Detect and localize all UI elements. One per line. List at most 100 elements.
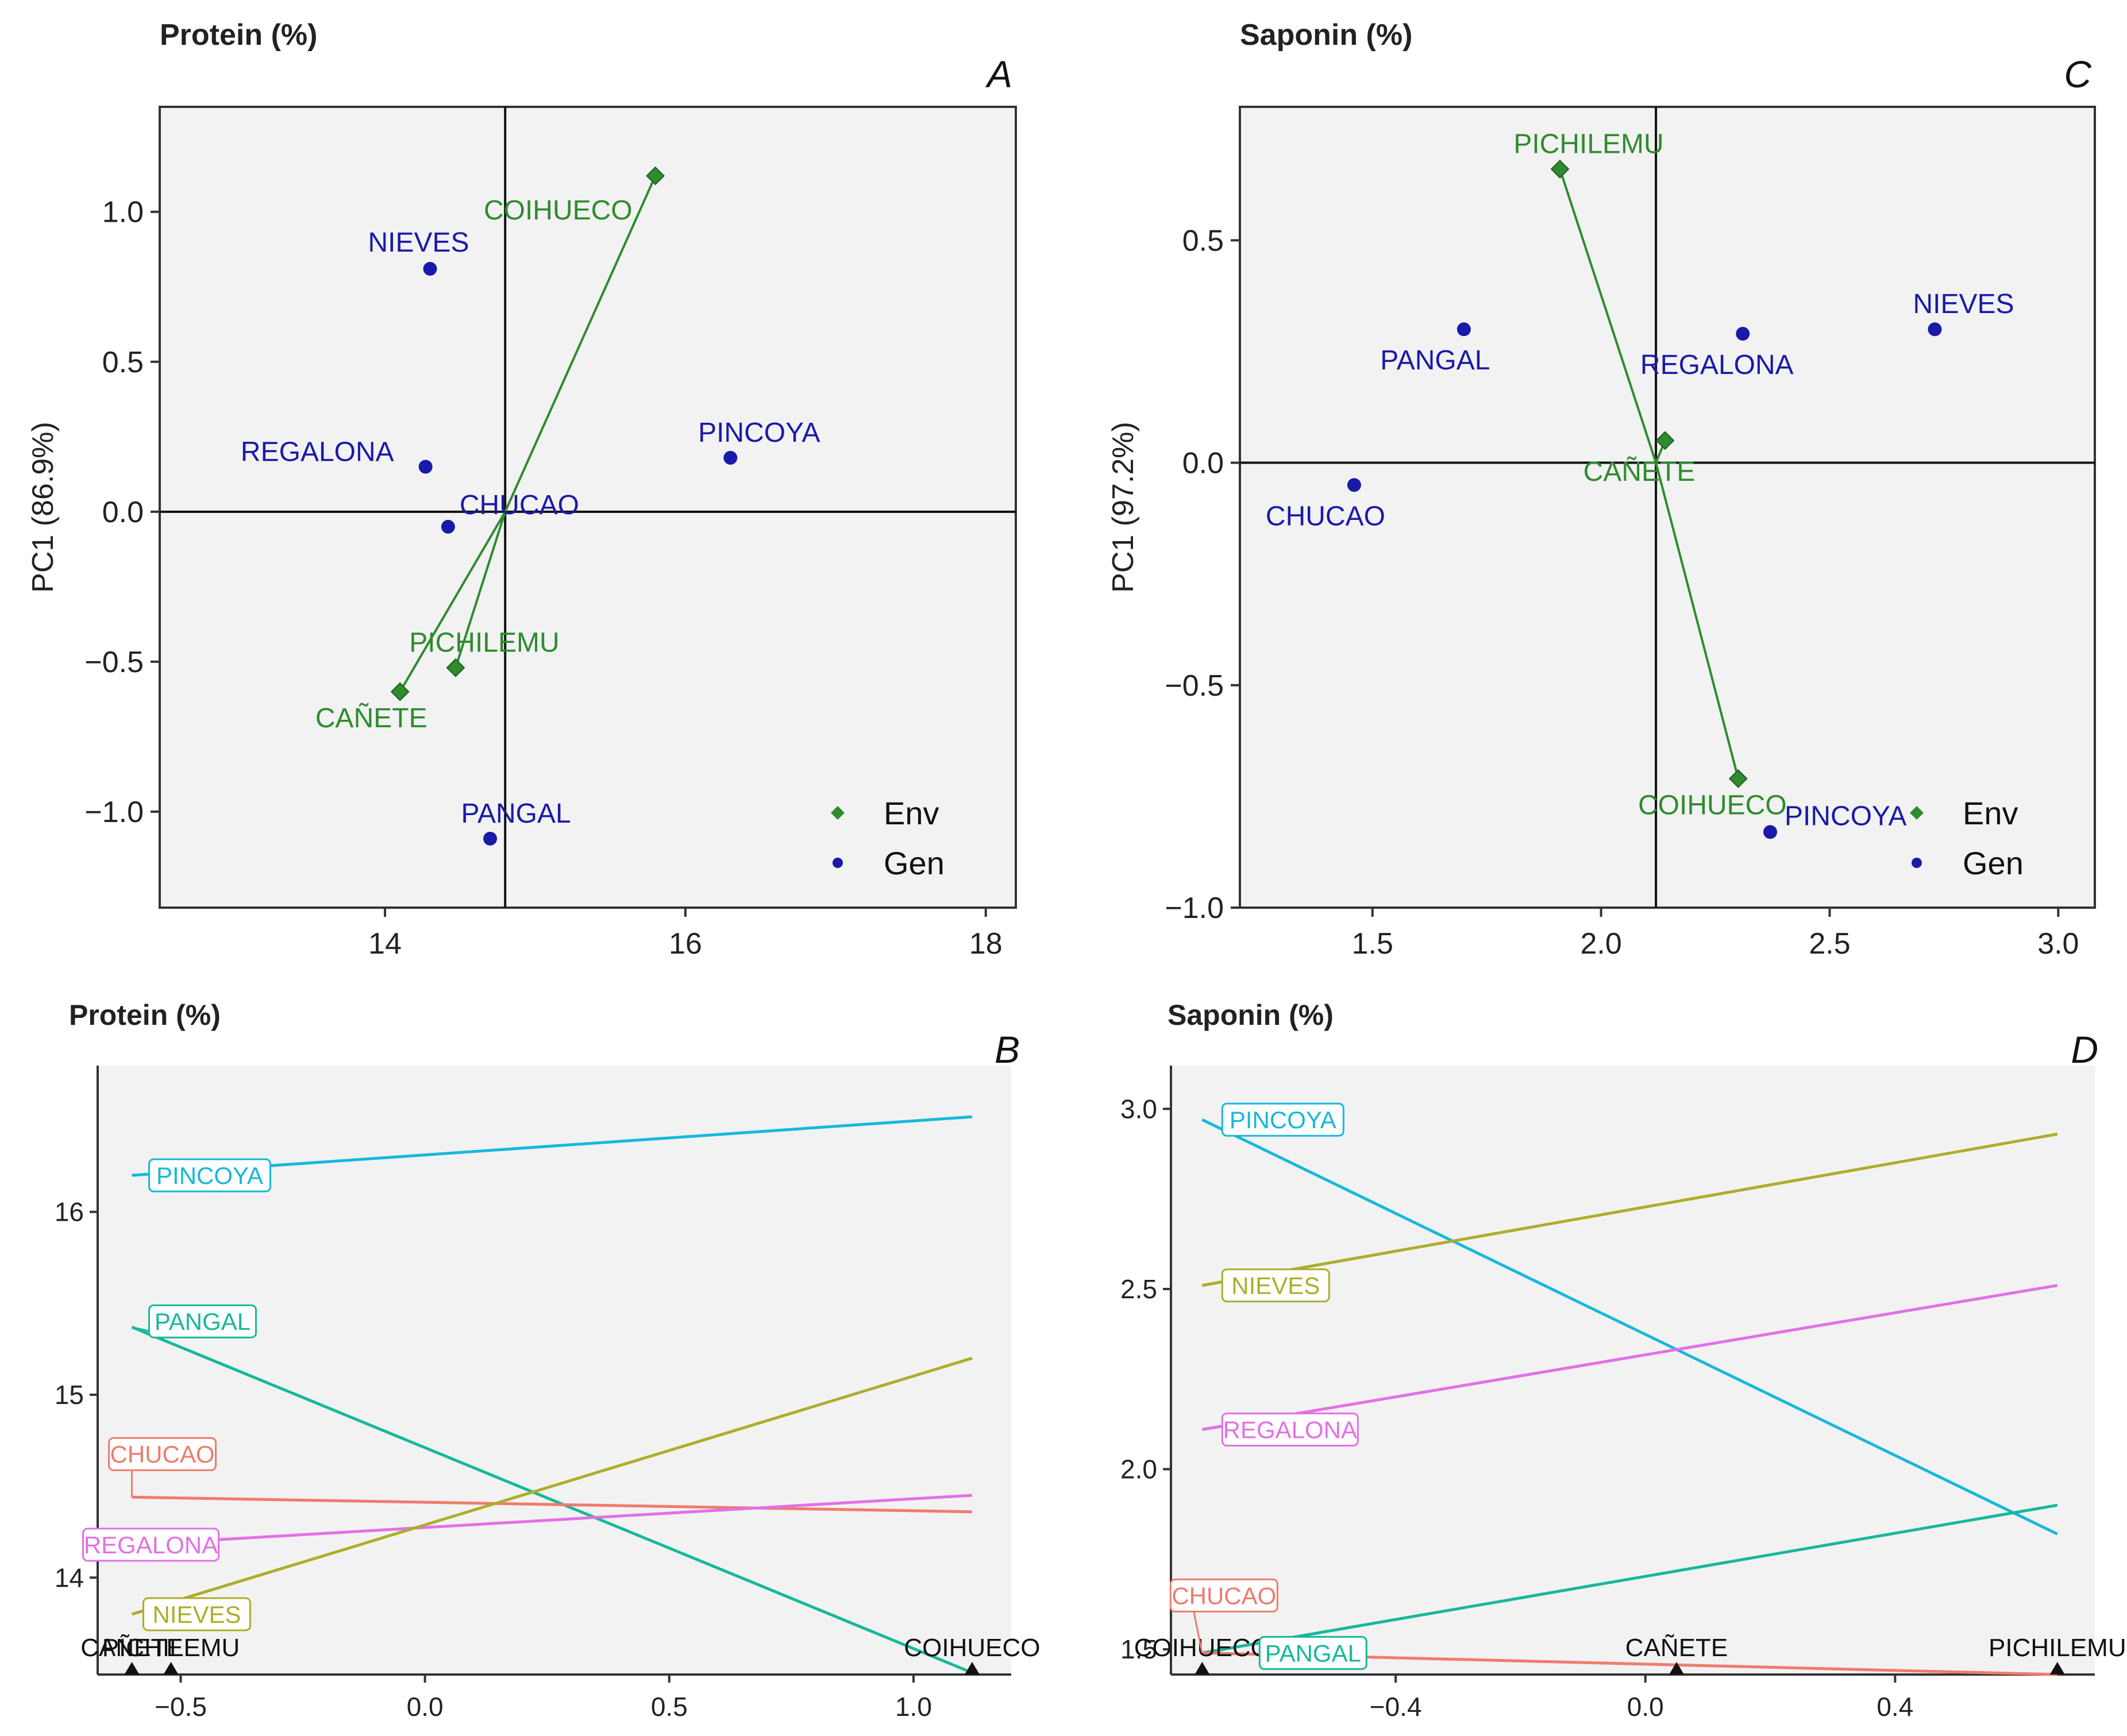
- y-tick-label: −1.0: [1165, 892, 1224, 925]
- gen-label-pincoya: PINCOYA: [1785, 801, 1906, 831]
- env-marker-canete: [124, 1662, 140, 1675]
- series-line-pincoya: [132, 1115, 973, 1177]
- env-marker-label-pichilemu: PICHILEMU: [102, 1634, 240, 1662]
- env-label-pichilemu: PICHILEMU: [1513, 129, 1663, 159]
- x-tick-label: −0.4: [1370, 1692, 1422, 1722]
- panel-letter: D: [2071, 1028, 2098, 1071]
- gen-label-nieves: NIEVES: [1913, 289, 2014, 319]
- gen-label-regalona: REGALONA: [1640, 350, 1794, 380]
- x-tick-label: 18: [969, 927, 1003, 960]
- env-label-canete: CAÑETE: [1583, 456, 1696, 487]
- legend-gen-label: Gen: [1963, 845, 2024, 881]
- series-line-regalona: [1201, 1284, 2058, 1431]
- y-tick-label: −1.0: [84, 796, 144, 829]
- series-line-nieves: [131, 1356, 973, 1616]
- env-point-pichilemu: [1550, 160, 1570, 179]
- tag-label-pangal: PANGAL: [1265, 1639, 1361, 1666]
- tag-box-regalona: [82, 1527, 220, 1562]
- tag-box-regalona: [1221, 1412, 1359, 1446]
- tag-label-chucao: CHUCAO: [1172, 1582, 1276, 1609]
- env-vector-pichilemu: [454, 511, 507, 668]
- env-point-coihueco: [646, 166, 665, 186]
- panel-title: Saponin (%): [1240, 18, 1412, 52]
- legend-env-label: Env: [884, 795, 939, 831]
- x-tick-label: 14: [368, 927, 402, 960]
- panel-title: Protein (%): [69, 999, 221, 1031]
- panel-c: Saponin (%) C 1.5 2.0 2.5 3.0 −1.0 −0.5 0.0 0.5 PC…: [1107, 18, 2096, 960]
- gen-label-regalona: REGALONA: [241, 437, 394, 468]
- tag-label-regalona: REGALONA: [84, 1531, 218, 1558]
- panel-letter: C: [2064, 53, 2092, 95]
- env-marker-label-canete: CAÑETE: [1625, 1633, 1728, 1662]
- y-axis-label: PC1 (86.9%): [26, 422, 60, 593]
- env-label-coihueco: COIHUECO: [484, 195, 633, 226]
- gen-point-nieves: [1928, 322, 1942, 337]
- env-marker-label-coihueco: COIHUECO: [1134, 1634, 1270, 1662]
- env-label-pichilemu: PICHILEMU: [409, 627, 559, 658]
- y-tick-label: 14: [55, 1563, 84, 1592]
- x-tick-label: 16: [669, 927, 702, 960]
- env-vector-coihueco: [1655, 462, 1740, 779]
- tag-label-nieves: NIEVES: [1231, 1272, 1320, 1299]
- y-tick-label: 0.5: [1182, 224, 1224, 257]
- tag-box-pangal: [1258, 1635, 1367, 1670]
- env-point-coihueco: [1728, 769, 1748, 788]
- tag-label-regalona: REGALONA: [1223, 1416, 1357, 1443]
- legend-env-label: Env: [1963, 795, 2018, 831]
- tag-label-chucao: CHUCAO: [110, 1441, 215, 1468]
- y-tick-label: 16: [55, 1197, 84, 1227]
- x-tick-label: 3.0: [2037, 927, 2079, 960]
- tag-box-chucao: [1169, 1578, 1278, 1612]
- gen-point-nieves: [423, 261, 437, 276]
- env-vector-pichilemu: [1559, 168, 1658, 464]
- panel-letter: A: [985, 53, 1012, 95]
- gen-point-pincoya: [723, 450, 738, 465]
- plot-area: [1171, 1066, 2095, 1675]
- tag-box-nieves: [1221, 1268, 1330, 1303]
- x-tick-label: 0.0: [1627, 1692, 1664, 1722]
- x-tick-label: 0.4: [1876, 1692, 1913, 1722]
- gen-label-pincoya: PINCOYA: [698, 418, 820, 448]
- series-line-pangal: [1201, 1503, 2058, 1654]
- gen-point-chucao: [1347, 478, 1361, 492]
- panel-letter: B: [995, 1028, 1020, 1071]
- gen-point-regalona: [418, 460, 433, 474]
- tag-box-chucao: [108, 1437, 217, 1471]
- tag-box-pangal: [148, 1304, 257, 1338]
- y-tick-label: −0.5: [1165, 669, 1224, 703]
- y-tick-label: 1.0: [102, 196, 144, 229]
- series-line-pincoya: [1201, 1118, 2058, 1536]
- env-point-canete: [390, 682, 410, 701]
- legend-env-symbol: [1910, 806, 1924, 820]
- panel-a: Protein (%) A 14 16 18 −1.0 −0.5 0.0 0.5 1.0 PC1 (…: [26, 18, 1017, 960]
- gen-point-regalona: [1736, 326, 1750, 341]
- env-vector-coihueco: [504, 175, 657, 512]
- x-tick-label: 2.0: [1580, 927, 1621, 960]
- gen-point-pangal: [483, 831, 498, 846]
- x-tick-label: −0.5: [155, 1692, 207, 1722]
- env-label-coihueco: COIHUECO: [1638, 790, 1787, 820]
- gen-label-nieves: NIEVES: [368, 227, 469, 258]
- y-axis-label: PC1 (97.2%): [1107, 422, 1140, 593]
- x-tick-label: 1.5: [1352, 927, 1393, 960]
- y-tick-label: −0.5: [84, 646, 144, 679]
- panel-d: Saponin (%) D −0.4 0.0 0.4 1.5 2.0 2.5 3.0 COIHUE…: [1120, 999, 2126, 1722]
- panel-title: Protein (%): [160, 18, 317, 52]
- env-marker-pichilemu: [2049, 1662, 2065, 1675]
- env-label-canete: CAÑETE: [315, 703, 427, 734]
- y-tick-label: 1.5: [1120, 1634, 1157, 1664]
- panel-title: Saponin (%): [1167, 999, 1334, 1031]
- legend-gen-symbol: [1912, 858, 1922, 868]
- tag-label-pincoya: PINCOYA: [156, 1162, 263, 1189]
- legend-env-symbol: [831, 806, 845, 820]
- y-tick-label: 15: [55, 1380, 84, 1410]
- y-tick-label: 3.0: [1120, 1094, 1157, 1124]
- series-line-chucao: [132, 1495, 973, 1514]
- gen-label-pangal: PANGAL: [1380, 345, 1490, 376]
- series-line-nieves: [1201, 1132, 2058, 1287]
- env-vector-canete: [399, 511, 506, 693]
- tag-leader-chucao: [1192, 1610, 1203, 1653]
- y-tick-label: 0.0: [1182, 447, 1224, 480]
- series-line-regalona: [132, 1494, 973, 1546]
